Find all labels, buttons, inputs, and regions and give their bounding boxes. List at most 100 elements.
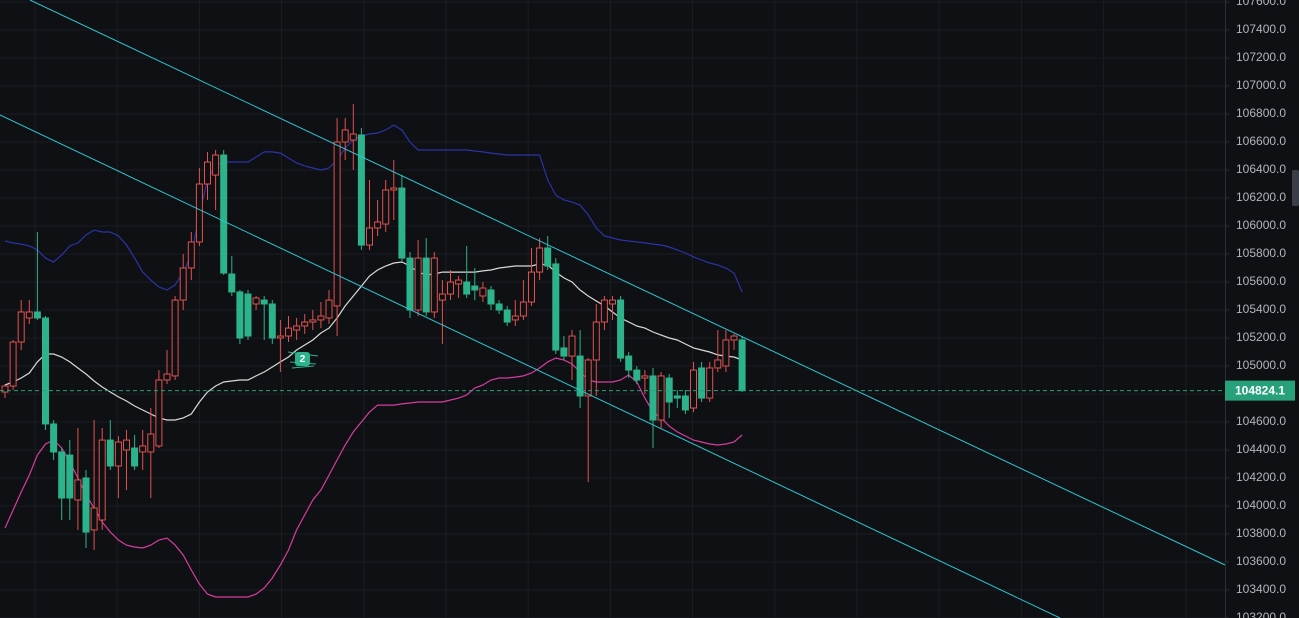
candle-body xyxy=(301,321,309,327)
y-tick-label: 106400.0 xyxy=(1236,162,1286,176)
candle-body xyxy=(584,359,592,397)
trend-line xyxy=(29,0,1226,566)
candle-body xyxy=(600,299,608,323)
candle-body xyxy=(220,154,228,274)
y-tick-label: 107400.0 xyxy=(1236,22,1286,36)
candle-body xyxy=(163,373,171,381)
candle-body xyxy=(738,339,746,392)
y-tick-label: 103800.0 xyxy=(1236,526,1286,540)
candle-body xyxy=(374,221,382,229)
candle-body xyxy=(293,325,301,331)
candle-body xyxy=(366,227,373,246)
price-axis-labels: 103200.0 103400.0 103600.0 103800.0 104000.0… xyxy=(1225,0,1286,618)
candle-body xyxy=(649,375,657,421)
candle-body xyxy=(212,154,220,176)
candle-body xyxy=(42,317,49,425)
candle-body xyxy=(50,423,58,453)
y-tick-label: 103200.0 xyxy=(1236,610,1286,618)
candle-body xyxy=(487,289,495,305)
candle-body xyxy=(382,189,390,225)
y-tick-label: 107000.0 xyxy=(1236,78,1286,92)
candle-body xyxy=(244,293,252,337)
candle-body xyxy=(447,281,454,295)
candle-body xyxy=(66,454,74,499)
candle-body xyxy=(568,335,576,357)
side-panel-toggle[interactable] xyxy=(1292,170,1299,206)
candle-body xyxy=(673,395,681,399)
candle-body xyxy=(730,335,738,341)
candle-body xyxy=(252,297,260,305)
candle-body xyxy=(106,439,114,467)
candle-body xyxy=(455,279,463,285)
marker-label: 2 xyxy=(300,354,306,365)
candle-body xyxy=(123,439,130,451)
candle-body xyxy=(74,479,82,501)
grid xyxy=(0,0,1225,618)
candle-body xyxy=(357,134,365,246)
candle-body xyxy=(114,441,122,467)
candle-body xyxy=(536,247,544,273)
candle-body xyxy=(390,187,398,191)
candle-body xyxy=(698,367,706,399)
candle-body xyxy=(552,263,560,351)
y-tick-label: 105000.0 xyxy=(1236,358,1286,372)
candle-body xyxy=(479,287,487,297)
candle-body xyxy=(398,187,406,259)
candle-body xyxy=(641,375,649,379)
y-tick-label: 106200.0 xyxy=(1236,190,1286,204)
y-tick-label: 107600.0 xyxy=(1236,0,1286,8)
candle-body xyxy=(430,257,438,313)
candle-body xyxy=(58,451,66,499)
marker-box xyxy=(295,352,310,366)
candle-body xyxy=(341,129,349,143)
candle-body xyxy=(139,445,147,453)
y-tick-label: 104000.0 xyxy=(1236,498,1286,512)
trend-line xyxy=(0,114,1061,618)
candle-body xyxy=(147,433,155,453)
candle-body xyxy=(463,281,471,295)
y-tick-label: 105400.0 xyxy=(1236,302,1286,316)
candle-body xyxy=(90,507,98,531)
candle-body xyxy=(33,311,41,319)
candle-body xyxy=(1,385,9,393)
candle-body xyxy=(617,299,625,359)
candle-body xyxy=(406,257,414,311)
candle-body xyxy=(665,377,673,403)
candle-body xyxy=(268,303,276,339)
candle-body xyxy=(179,267,187,301)
candle-body xyxy=(187,241,195,269)
candle-body xyxy=(236,291,244,339)
y-tick-label: 106000.0 xyxy=(1236,218,1286,232)
candle-body xyxy=(195,183,203,243)
y-tick-label: 104200.0 xyxy=(1236,470,1286,484)
y-tick-label: 107200.0 xyxy=(1236,50,1286,64)
price-axis xyxy=(1225,0,1299,618)
band-line xyxy=(4,124,743,293)
candle-body xyxy=(657,375,665,421)
candle-body xyxy=(722,339,730,367)
candle-body xyxy=(131,447,139,467)
candle-body xyxy=(544,247,552,267)
candle-body xyxy=(309,319,317,323)
candle-body xyxy=(325,299,333,319)
candle-body xyxy=(98,439,106,521)
candle-body xyxy=(714,359,722,369)
y-tick-label: 104600.0 xyxy=(1236,414,1286,428)
last-price-box xyxy=(1225,380,1295,401)
y-tick-label: 106800.0 xyxy=(1236,106,1286,120)
candle-body xyxy=(317,315,325,321)
candle-body xyxy=(511,315,519,321)
candle-body xyxy=(228,273,236,293)
candle-body xyxy=(333,141,341,307)
candle-body xyxy=(503,309,511,323)
candle-body xyxy=(204,161,211,185)
y-tick-label: 105600.0 xyxy=(1236,274,1286,288)
candle-body xyxy=(681,395,689,411)
candle-body xyxy=(519,301,527,317)
candle-body xyxy=(155,379,163,447)
candle-body xyxy=(438,293,446,301)
y-tick-label: 103400.0 xyxy=(1236,582,1286,596)
candle-body xyxy=(592,321,600,361)
